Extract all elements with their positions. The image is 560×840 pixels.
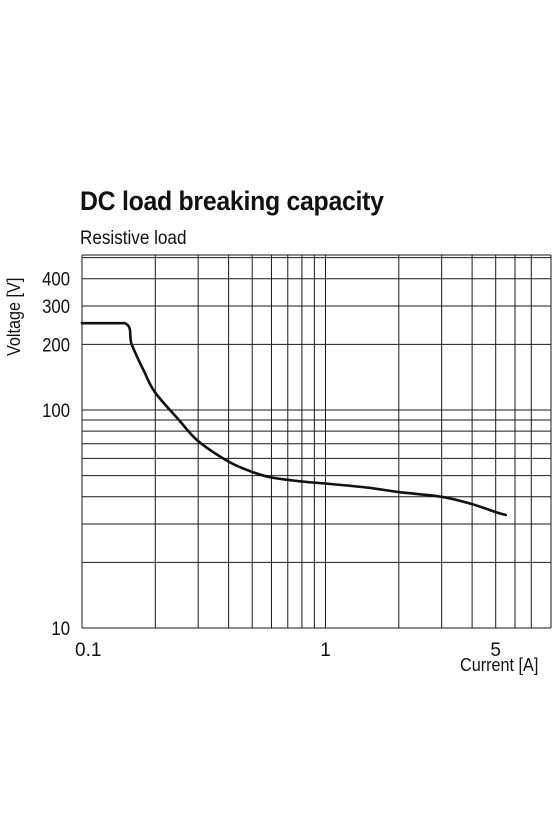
y-tick-label: 200 [42, 334, 70, 355]
y-tick-label: 400 [42, 269, 70, 290]
x-axis-label: Current [A] [460, 655, 539, 675]
chart-subtitle: Resistive load [80, 228, 187, 249]
series-line [80, 321, 508, 517]
x-tick-label: 0.1 [75, 640, 101, 661]
grid [81, 254, 552, 629]
tick-labels: 10 100 200 300 400 0.1 1 5 [42, 269, 501, 661]
y-tick-label: 300 [42, 296, 70, 317]
series-lines [80, 321, 508, 517]
y-tick-label: 100 [42, 400, 70, 421]
chart-title: DC load breaking capacity [80, 186, 384, 216]
x-tick-label: 5 [490, 640, 501, 661]
x-tick-label: 1 [320, 640, 331, 661]
y-tick-label: 10 [51, 618, 70, 639]
